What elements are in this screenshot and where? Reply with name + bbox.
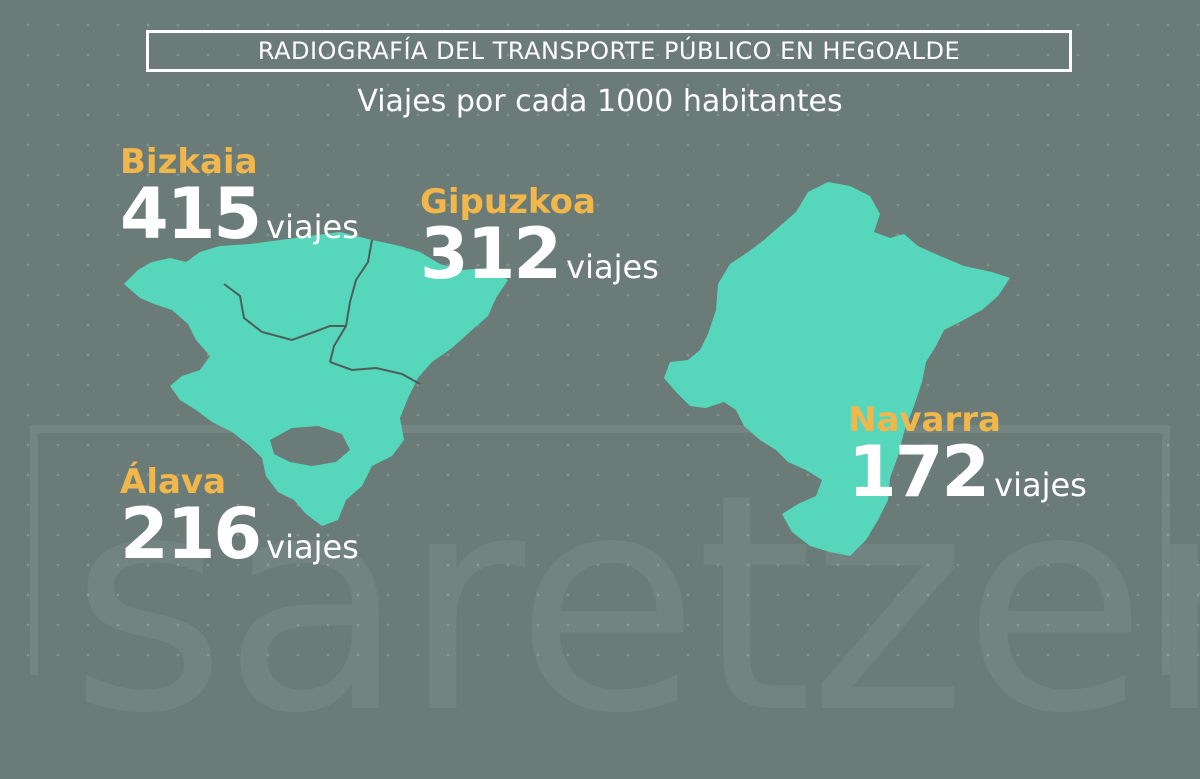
region-name-alava: Álava — [120, 462, 227, 502]
region-unit-gipuzkoa: viajes — [566, 248, 659, 286]
border-bizkaia-gipuzkoa — [329, 239, 373, 363]
page-title: RADIOGRAFÍA DEL TRANSPORTE PÚBLICO EN HE… — [146, 30, 1072, 72]
region-unit-bizkaia: viajes — [266, 208, 359, 246]
region-name-gipuzkoa: Gipuzkoa — [420, 182, 596, 222]
page-subtitle: Viajes por cada 1000 habitantes — [357, 84, 843, 119]
region-name-bizkaia: Bizkaia — [120, 142, 258, 182]
map-region-navarra — [664, 182, 1010, 556]
region-name-navarra: Navarra — [848, 400, 1001, 440]
region-value-gipuzkoa: 312 — [420, 213, 562, 295]
region-value-bizkaia: 415 — [120, 173, 262, 255]
map — [124, 182, 1010, 556]
map-region-basque-country — [124, 232, 508, 526]
label-gipuzkoa: Gipuzkoa 312 viajes — [420, 185, 659, 289]
region-unit-alava: viajes — [266, 528, 359, 566]
label-bizkaia: Bizkaia 415 viajes — [120, 145, 359, 249]
label-navarra: Navarra 172 viajes — [848, 403, 1087, 507]
border-bizkaia-alava — [223, 283, 346, 342]
region-unit-navarra: viajes — [994, 466, 1087, 504]
label-alava: Álava 216 viajes — [120, 465, 359, 569]
map-enclave-trevino — [270, 426, 350, 466]
watermark-frame — [30, 425, 1170, 675]
border-gipuzkoa-alava — [329, 361, 421, 385]
region-value-alava: 216 — [120, 493, 262, 575]
region-value-navarra: 172 — [848, 431, 990, 513]
